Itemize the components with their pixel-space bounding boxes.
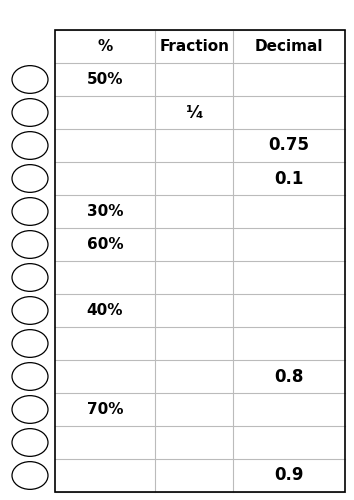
Text: 40%: 40% xyxy=(87,303,123,318)
Ellipse shape xyxy=(12,362,48,390)
Text: ¹⁄₄: ¹⁄₄ xyxy=(185,104,203,122)
Text: 30%: 30% xyxy=(87,204,123,219)
Ellipse shape xyxy=(12,198,48,226)
Text: 70%: 70% xyxy=(87,402,123,417)
Ellipse shape xyxy=(12,330,48,357)
Ellipse shape xyxy=(12,164,48,192)
Ellipse shape xyxy=(12,66,48,94)
Text: Decimal: Decimal xyxy=(255,39,324,54)
Text: 60%: 60% xyxy=(87,237,123,252)
Ellipse shape xyxy=(12,396,48,423)
Ellipse shape xyxy=(12,264,48,291)
Ellipse shape xyxy=(12,98,48,126)
Text: %: % xyxy=(97,39,113,54)
Text: Fraction: Fraction xyxy=(159,39,229,54)
Ellipse shape xyxy=(12,428,48,456)
Text: 0.9: 0.9 xyxy=(274,466,304,484)
Ellipse shape xyxy=(12,132,48,160)
Ellipse shape xyxy=(12,230,48,258)
Text: 0.75: 0.75 xyxy=(269,136,310,154)
Text: 0.8: 0.8 xyxy=(274,368,304,386)
Text: 50%: 50% xyxy=(87,72,123,87)
Text: 0.1: 0.1 xyxy=(274,170,304,188)
Bar xyxy=(55,30,345,492)
Ellipse shape xyxy=(12,296,48,324)
Ellipse shape xyxy=(12,462,48,489)
